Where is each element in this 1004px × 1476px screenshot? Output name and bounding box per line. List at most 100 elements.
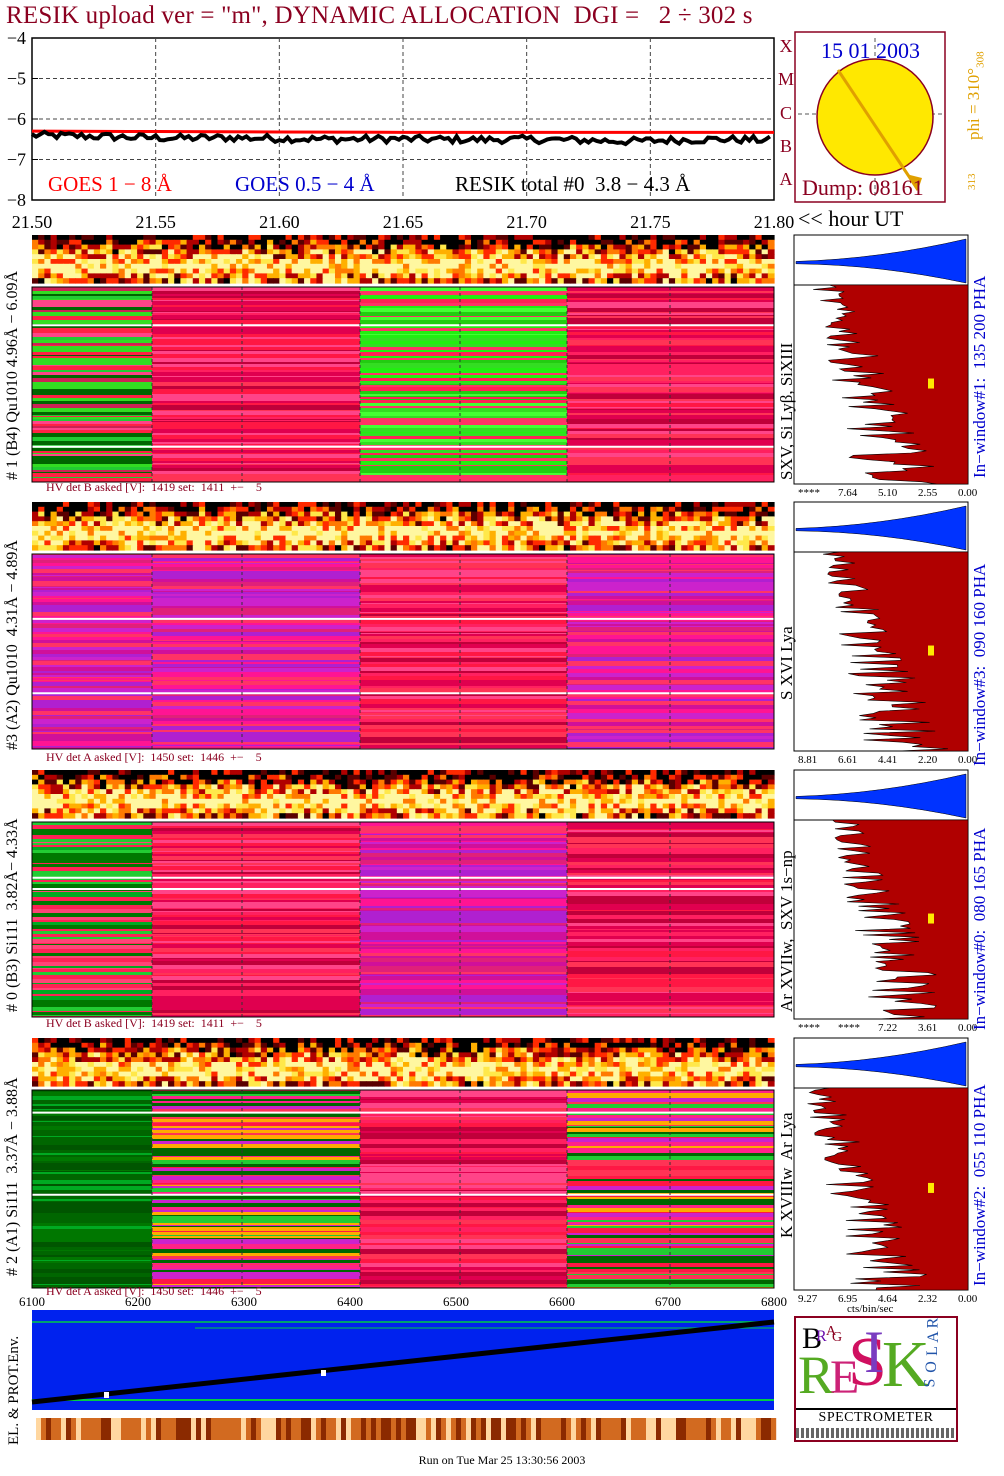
heat-cell [69, 526, 76, 532]
heat-cell [693, 798, 701, 805]
heat-cell [767, 779, 775, 785]
spectrogram-row [32, 421, 152, 424]
heat-cell [471, 1047, 478, 1053]
heat-cell [613, 244, 621, 250]
heat-cell [662, 540, 670, 546]
heat-cell [749, 273, 757, 279]
heat-cell [693, 235, 701, 241]
heat-cell [236, 244, 243, 250]
heat-cell [464, 530, 472, 537]
heat-cell [508, 263, 515, 270]
heat-cell [724, 521, 732, 527]
heat-cell [62, 506, 70, 513]
heat-cell [452, 263, 460, 270]
spectrogram-row [360, 838, 567, 841]
heat-cell [87, 526, 95, 532]
spectrogram-row [360, 341, 567, 344]
heat-cell [736, 502, 744, 508]
heat-cell [755, 511, 763, 517]
heat-cell [458, 770, 466, 776]
spectrogram-row [32, 847, 152, 850]
heat-cell [155, 784, 163, 790]
heat-cell [390, 278, 398, 284]
heat-cell [403, 770, 410, 776]
heat-cell [403, 784, 410, 790]
heat-cell [242, 808, 250, 814]
spectrogram-row [152, 598, 360, 602]
heat-cell [316, 278, 324, 284]
heat-cell [495, 545, 503, 551]
heat-cell [100, 521, 107, 527]
heat-cell [613, 779, 621, 785]
heat-cell [223, 1042, 231, 1049]
spectrogram-row [152, 471, 360, 474]
heat-cell [662, 798, 670, 805]
heat-cell [211, 535, 219, 541]
heat-cell [396, 784, 404, 790]
spectrogram-row [32, 451, 152, 453]
heat-cell [291, 803, 299, 809]
heat-cell [124, 808, 132, 814]
heat-cell [600, 779, 608, 785]
heat-cell [489, 244, 497, 250]
heat-cell [118, 808, 126, 814]
heat-cell [644, 506, 651, 513]
heat-cell [433, 263, 441, 270]
heat-cell [81, 521, 89, 527]
heat-cell [384, 798, 392, 805]
heat-cell [514, 540, 522, 546]
heat-cell [32, 798, 39, 805]
heat-cell [557, 1038, 565, 1044]
heat-cell [322, 794, 330, 800]
heat-cell [582, 779, 590, 785]
spectrogram-row [567, 848, 774, 852]
heat-cell [359, 794, 367, 800]
heat-cell [619, 798, 627, 805]
heat-cell [767, 273, 775, 279]
spectrogram-row [32, 673, 152, 675]
heat-cell [390, 803, 398, 809]
heat-cell [100, 1038, 107, 1044]
heat-cell [625, 263, 633, 270]
heat-cell [520, 789, 528, 795]
heat-cell [743, 521, 750, 527]
heat-cell [767, 794, 775, 800]
heat-cell [755, 268, 763, 274]
heat-cell [341, 535, 348, 541]
heat-cell [304, 535, 311, 541]
spectrogram-row [152, 421, 360, 422]
heat-cell [192, 774, 200, 781]
heat-cell [520, 530, 528, 537]
heat-cell [390, 789, 398, 795]
heat-cell [433, 808, 441, 814]
heat-cell [38, 784, 45, 790]
heat-cell [637, 516, 645, 522]
heat-cell [736, 803, 744, 809]
heat-cell [211, 794, 219, 800]
spectrogram-row [32, 905, 152, 909]
spectrogram-row [152, 994, 360, 996]
heat-cell [730, 784, 738, 790]
heat-cell [56, 798, 64, 805]
heat-cell [87, 511, 95, 517]
heat-cell [266, 235, 274, 241]
heat-cell [551, 794, 559, 800]
heat-cell [446, 268, 454, 274]
heat-cell [662, 545, 670, 551]
heat-cell [38, 808, 45, 814]
heat-cell [588, 1038, 596, 1044]
heat-cell [631, 278, 639, 284]
heat-cell [390, 784, 398, 790]
heat-cell [625, 278, 633, 284]
heat-cell [106, 249, 113, 255]
heat-cell [576, 516, 583, 522]
heat-cell [310, 526, 318, 532]
heat-cell [464, 502, 472, 508]
heat-cell [384, 502, 392, 508]
heat-cell [736, 511, 744, 517]
heat-cell [551, 798, 559, 805]
heat-cell [248, 794, 256, 800]
heat-cell [582, 506, 590, 513]
heat-cell [539, 1038, 546, 1044]
heat-cell [297, 530, 305, 537]
